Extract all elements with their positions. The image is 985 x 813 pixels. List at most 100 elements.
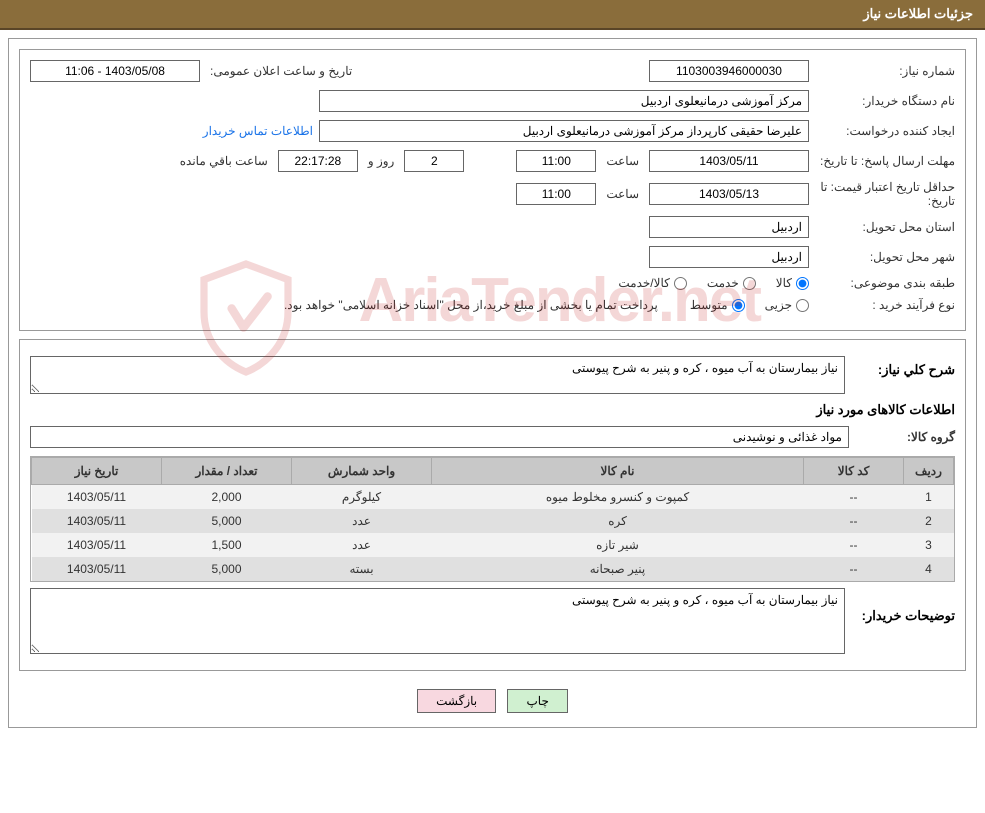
button-bar: چاپ بازگشت — [19, 679, 966, 717]
row-group: گروه کالا: — [30, 426, 955, 448]
category-label: طبقه بندی موضوعی: — [815, 276, 955, 290]
hours-remain-input[interactable] — [278, 150, 358, 172]
cat-goods-radio[interactable] — [796, 277, 809, 290]
deadline-time-input[interactable] — [516, 150, 596, 172]
row-requester: ایجاد کننده درخواست: اطلاعات تماس خریدار — [30, 120, 955, 142]
cell-row: 1 — [904, 485, 954, 510]
proc-medium-item: متوسط — [690, 298, 745, 312]
cell-date: 1403/05/11 — [32, 509, 162, 533]
group-label: گروه کالا: — [855, 430, 955, 444]
validity-label: حداقل تاریخ اعتبار قیمت: تا تاریخ: — [815, 180, 955, 208]
cell-name: کره — [432, 509, 804, 533]
th-qty: تعداد / مقدار — [162, 458, 292, 485]
province-label: استان محل تحویل: — [815, 220, 955, 234]
cat-goods-label: کالا — [776, 276, 792, 290]
need-desc-textarea[interactable] — [30, 356, 845, 394]
cell-row: 4 — [904, 557, 954, 581]
time-label-1: ساعت — [602, 154, 643, 168]
page-header: جزئیات اطلاعات نیاز — [0, 0, 985, 30]
proc-partial-label: جزیی — [765, 298, 792, 312]
validity-date-input[interactable] — [649, 183, 809, 205]
validity-time-input[interactable] — [516, 183, 596, 205]
process-note: پرداخت تمام یا بخشی از مبلغ خرید،از محل … — [284, 298, 658, 312]
requester-input[interactable] — [319, 120, 809, 142]
contact-link[interactable]: اطلاعات تماس خریدار — [203, 124, 313, 138]
province-input[interactable] — [649, 216, 809, 238]
buyer-org-input[interactable] — [319, 90, 809, 112]
group-input[interactable] — [30, 426, 849, 448]
cat-goods-service-item: کالا/خدمت — [618, 276, 686, 290]
cell-qty: 5,000 — [162, 557, 292, 581]
outer-frame: شماره نیاز: تاریخ و ساعت اعلان عمومی: نا… — [8, 38, 977, 728]
row-category: طبقه بندی موضوعی: کالا خدمت کالا/خدمت — [30, 276, 955, 290]
row-buyer-org: نام دستگاه خریدار: — [30, 90, 955, 112]
need-desc-row: شرح کلي نیاز: — [30, 356, 955, 394]
items-section-title: اطلاعات کالاهای مورد نیاز — [30, 402, 955, 418]
cat-service-item: خدمت — [707, 276, 756, 290]
deadline-label: مهلت ارسال پاسخ: تا تاریخ: — [815, 154, 955, 168]
cell-code: -- — [804, 485, 904, 510]
deadline-date-input[interactable] — [649, 150, 809, 172]
cell-name: پنیر صبحانه — [432, 557, 804, 581]
table-row: 3 -- شیر تازه عدد 1,500 1403/05/11 — [32, 533, 954, 557]
table-row: 4 -- پنیر صبحانه بسته 5,000 1403/05/11 — [32, 557, 954, 581]
back-button[interactable]: بازگشت — [417, 689, 496, 713]
need-number-input[interactable] — [649, 60, 809, 82]
city-input[interactable] — [649, 246, 809, 268]
cell-qty: 2,000 — [162, 485, 292, 510]
cell-qty: 1,500 — [162, 533, 292, 557]
buyer-desc-row: توضیحات خریدار: — [30, 588, 955, 654]
cell-unit: بسته — [292, 557, 432, 581]
announce-date-input[interactable] — [30, 60, 200, 82]
cat-service-radio[interactable] — [743, 277, 756, 290]
table-header-row: ردیف کد کالا نام کالا واحد شمارش تعداد /… — [32, 458, 954, 485]
category-radios: کالا خدمت کالا/خدمت — [618, 276, 809, 290]
time-label-2: ساعت — [602, 187, 643, 201]
proc-medium-label: متوسط — [690, 298, 728, 312]
row-province: استان محل تحویل: — [30, 216, 955, 238]
cell-row: 3 — [904, 533, 954, 557]
cell-date: 1403/05/11 — [32, 533, 162, 557]
buyer-desc-textarea[interactable] — [30, 588, 845, 654]
cell-qty: 5,000 — [162, 509, 292, 533]
cat-service-label: خدمت — [707, 276, 739, 290]
print-button[interactable]: چاپ — [507, 689, 567, 713]
th-date: تاریخ نیاز — [32, 458, 162, 485]
cell-unit: عدد — [292, 509, 432, 533]
cell-code: -- — [804, 509, 904, 533]
row-validity: حداقل تاریخ اعتبار قیمت: تا تاریخ: ساعت — [30, 180, 955, 208]
cat-goods-service-radio[interactable] — [674, 277, 687, 290]
cell-date: 1403/05/11 — [32, 557, 162, 581]
buyer-desc-label: توضیحات خریدار: — [855, 588, 955, 624]
days-remain-input[interactable] — [404, 150, 464, 172]
days-label: روز و — [364, 154, 399, 168]
row-deadline: مهلت ارسال پاسخ: تا تاریخ: ساعت روز و سا… — [30, 150, 955, 172]
cell-date: 1403/05/11 — [32, 485, 162, 510]
table-row: 1 -- کمپوت و کنسرو مخلوط میوه کیلوگرم 2,… — [32, 485, 954, 510]
requester-label: ایجاد کننده درخواست: — [815, 124, 955, 138]
cat-goods-item: کالا — [776, 276, 809, 290]
items-frame: شرح کلي نیاز: اطلاعات کالاهای مورد نیاز … — [19, 339, 966, 671]
proc-partial-radio[interactable] — [796, 299, 809, 312]
process-radios: جزیی متوسط — [690, 298, 809, 312]
cell-unit: عدد — [292, 533, 432, 557]
row-need-number: شماره نیاز: تاریخ و ساعت اعلان عمومی: — [30, 60, 955, 82]
need-desc-label: شرح کلي نیاز: — [855, 356, 955, 378]
row-city: شهر محل تحویل: — [30, 246, 955, 268]
need-number-label: شماره نیاز: — [815, 64, 955, 78]
process-label: نوع فرآیند خرید : — [815, 298, 955, 312]
buyer-org-label: نام دستگاه خریدار: — [815, 94, 955, 108]
items-table: ردیف کد کالا نام کالا واحد شمارش تعداد /… — [31, 457, 954, 581]
page-title: جزئیات اطلاعات نیاز — [863, 6, 973, 21]
th-code: کد کالا — [804, 458, 904, 485]
city-label: شهر محل تحویل: — [815, 250, 955, 264]
cell-unit: کیلوگرم — [292, 485, 432, 510]
proc-partial-item: جزیی — [765, 298, 809, 312]
cell-name: کمپوت و کنسرو مخلوط میوه — [432, 485, 804, 510]
proc-medium-radio[interactable] — [732, 299, 745, 312]
cell-name: شیر تازه — [432, 533, 804, 557]
table-row: 2 -- کره عدد 5,000 1403/05/11 — [32, 509, 954, 533]
table-body: 1 -- کمپوت و کنسرو مخلوط میوه کیلوگرم 2,… — [32, 485, 954, 582]
th-row: ردیف — [904, 458, 954, 485]
th-unit: واحد شمارش — [292, 458, 432, 485]
